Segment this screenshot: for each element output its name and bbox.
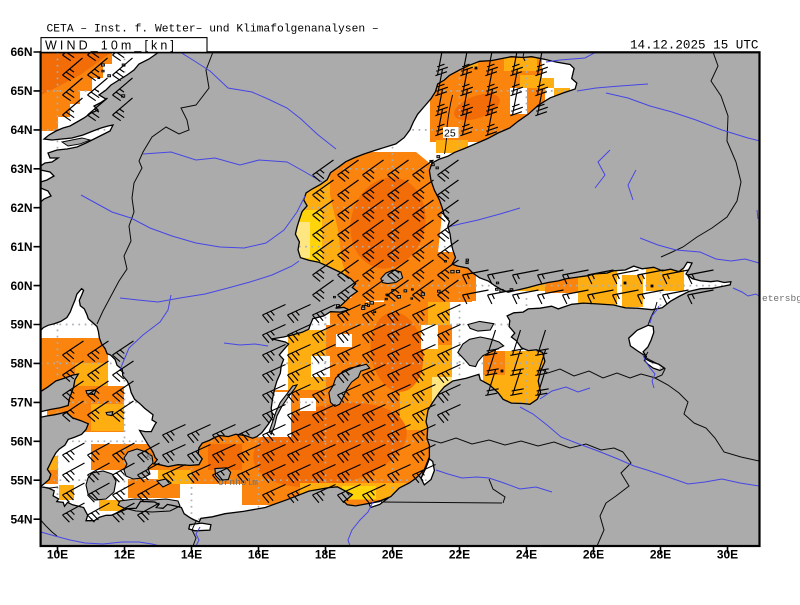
svg-text:18E: 18E [315,548,336,562]
svg-text:28E: 28E [650,548,671,562]
svg-text:66N: 66N [10,45,32,59]
svg-text:61N: 61N [10,240,32,254]
svg-text:64N: 64N [10,123,32,137]
svg-text:62N: 62N [10,201,32,215]
svg-text:WIND_10m_[kn]: WIND_10m_[kn] [45,38,177,52]
svg-text:55N: 55N [10,473,32,487]
svg-text:10E: 10E [47,548,68,562]
svg-text:22E: 22E [449,548,470,562]
svg-text:26E: 26E [583,548,604,562]
svg-text:12E: 12E [114,548,135,562]
svg-text:K: K [146,452,152,463]
svg-text:CETA – Inst. f. Wetter– und Kl: CETA – Inst. f. Wetter– und Klimafolgena… [47,24,379,36]
svg-text:25: 25 [444,128,456,140]
svg-text:14.12.2025 15 UTC: 14.12.2025 15 UTC [630,39,759,53]
svg-text:etersbg: etersbg [762,293,800,304]
svg-text:56N: 56N [10,435,32,449]
svg-text:60N: 60N [10,279,32,293]
svg-text:59N: 59N [10,318,32,332]
svg-text:30E: 30E [717,548,738,562]
svg-text:14E: 14E [181,548,202,562]
svg-text:ornholm: ornholm [218,477,258,488]
svg-text:57N: 57N [10,396,32,410]
svg-text:20E: 20E [382,548,403,562]
svg-text:16E: 16E [248,548,269,562]
svg-text:65N: 65N [10,84,32,98]
svg-text:24E: 24E [516,548,537,562]
svg-text:58N: 58N [10,357,32,371]
svg-text:63N: 63N [10,162,32,176]
svg-text:54N: 54N [10,512,32,526]
